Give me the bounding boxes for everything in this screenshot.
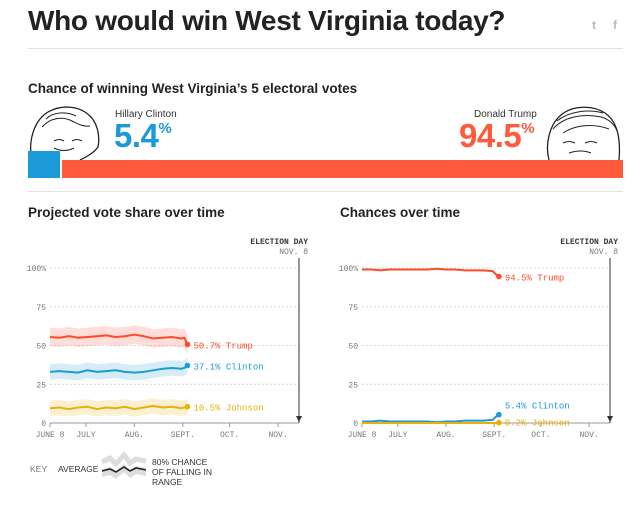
clinton-chance-value: 5.4 (114, 117, 159, 154)
x-tick-label: NOV. (268, 431, 287, 440)
facebook-icon[interactable]: f (613, 18, 617, 32)
series-end-label-clinton: 37.1% Clinton (193, 362, 263, 372)
series-end-label-clinton: 5.4% Clinton (505, 402, 570, 412)
y-tick-label: 100% (27, 265, 46, 274)
series-end-point-clinton (496, 411, 502, 418)
y-tick-label: 100% (339, 265, 358, 274)
series-end-point-trump (184, 341, 191, 348)
trump-chance-bar (62, 160, 623, 178)
key-range-swatch-icon (100, 452, 147, 479)
series-end-label-johnson: 0.2% Johnson (505, 419, 570, 429)
series-end-label-trump: 50.7% Trump (193, 341, 252, 351)
trump-portrait-icon (546, 106, 621, 160)
y-tick-label: 75 (36, 304, 46, 313)
election-day-date: NOV. 8 (279, 248, 308, 257)
series-line-trump (49, 333, 189, 345)
y-tick-label: 75 (348, 304, 358, 313)
trump-chance: 94.5% (459, 117, 535, 155)
x-tick-label: JULY (388, 431, 407, 440)
series-end-label-johnson: 10.5% Johnson (193, 404, 263, 414)
vote-share-chart-title: Projected vote share over time (28, 205, 225, 220)
y-tick-label: 50 (36, 343, 46, 352)
page-title: Who would win West Virginia today? (28, 5, 506, 36)
clinton-portrait-icon (28, 106, 100, 160)
series-line-trump (362, 267, 500, 278)
y-tick-label: 25 (348, 381, 358, 390)
key-range-line-1: 80% CHANCE (152, 457, 208, 467)
x-tick-label: AUG. (125, 431, 144, 440)
clinton-chance: 5.4% (114, 117, 172, 155)
series-end-point-clinton (184, 362, 191, 369)
election-day-arrow-icon (607, 416, 613, 422)
series-band-clinton (50, 357, 188, 381)
series-end-point-trump (496, 273, 502, 280)
series-end-point-johnson (496, 419, 502, 426)
x-tick-label: NOV. (580, 431, 599, 440)
election-day-label: ELECTION DAY (560, 238, 618, 247)
series-end-point-johnson (184, 403, 191, 410)
key-label: KEY (30, 464, 48, 474)
x-tick-label: AUG. (436, 431, 455, 440)
y-tick-label: 0 (353, 420, 358, 429)
trump-name: Donald Trump (474, 109, 537, 120)
key-range-line-3: RANGE (152, 477, 183, 487)
chances-chart-title: Chances over time (340, 205, 461, 220)
x-tick-label: SEPT. (171, 431, 195, 440)
section-divider (28, 191, 623, 192)
x-tick-label: JULY (76, 431, 95, 440)
clinton-name: Hillary Clinton (115, 109, 177, 120)
x-tick-label: SEPT. (482, 431, 506, 440)
clinton-chance-suffix: % (158, 120, 172, 137)
x-tick-label: OCT. (220, 431, 239, 440)
key-average-label: AVERAGE (58, 464, 99, 474)
clinton-chance-bar (28, 160, 60, 178)
y-tick-label: 25 (36, 381, 46, 390)
x-tick-label: JUNE 8 (348, 431, 377, 440)
trump-chance-value: 94.5 (459, 117, 522, 154)
series-end-label-trump: 94.5% Trump (505, 274, 564, 284)
twitter-icon[interactable]: t (592, 18, 596, 32)
series-line-clinton (49, 364, 189, 374)
title-divider (28, 48, 623, 49)
y-tick-label: 0 (41, 420, 46, 429)
election-day-date: NOV. 8 (589, 248, 618, 257)
series-band-trump (50, 325, 188, 354)
key-range-line-2: OF FALLING IN (152, 467, 212, 477)
election-day-arrow-icon (296, 416, 302, 422)
key-range-label: 80% CHANCE OF FALLING IN RANGE (152, 457, 212, 487)
series-line-clinton (362, 413, 500, 424)
trump-chance-suffix: % (521, 120, 535, 137)
x-tick-label: JUNE 8 (36, 431, 65, 440)
y-tick-label: 50 (348, 343, 358, 352)
series-line-johnson (49, 404, 188, 411)
election-day-label: ELECTION DAY (250, 238, 308, 247)
x-tick-label: OCT. (531, 431, 550, 440)
summary-heading: Chance of winning West Virginia’s 5 elec… (28, 81, 358, 96)
